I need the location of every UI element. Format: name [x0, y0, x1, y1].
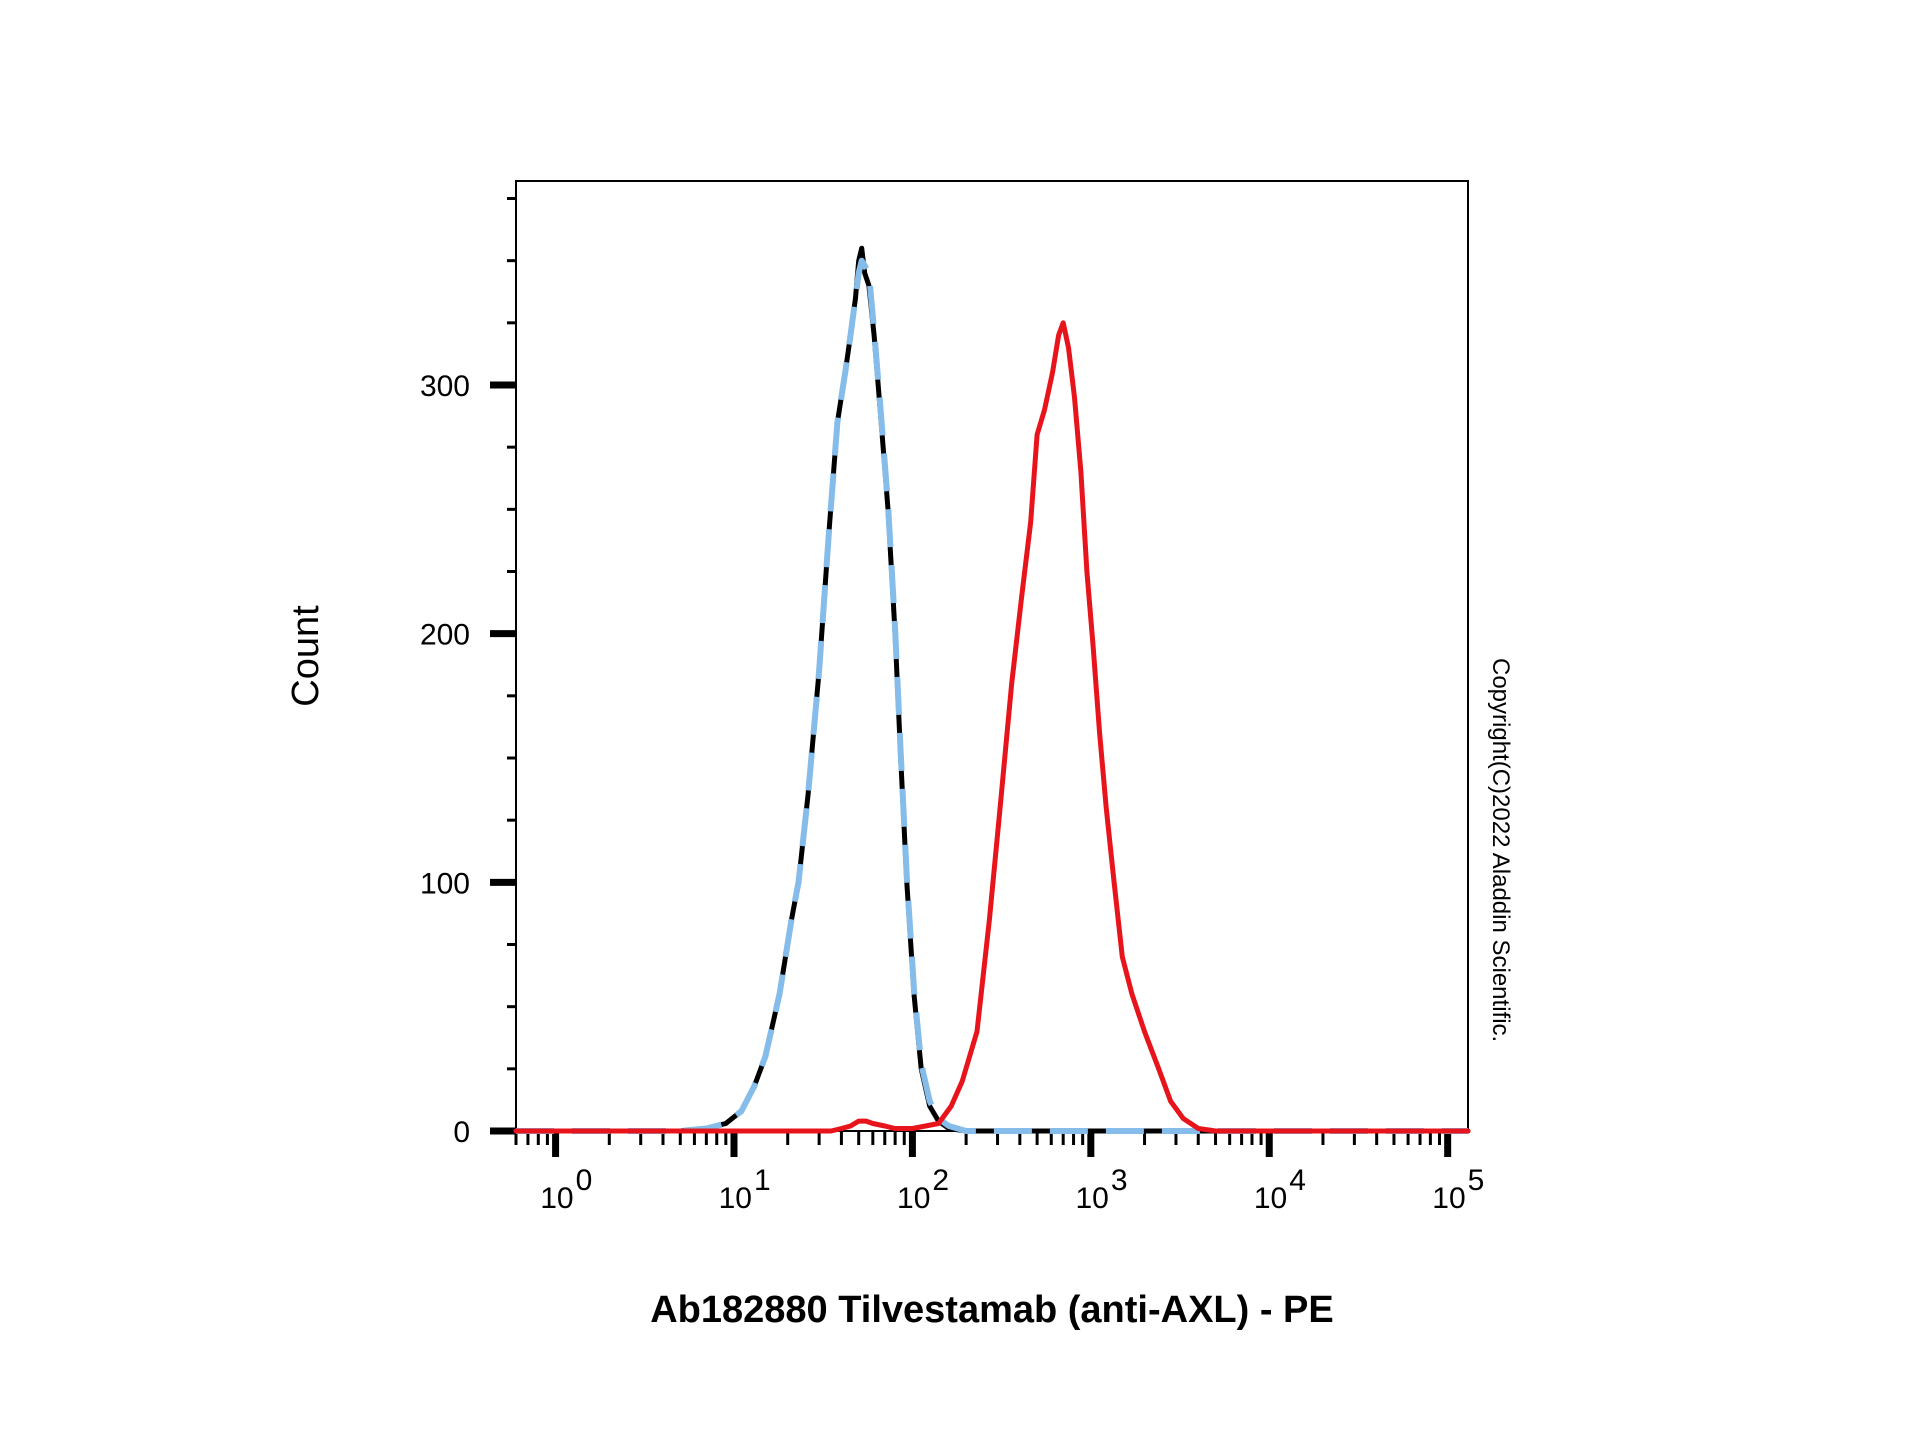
x-tick-label-base: 10 [1075, 1182, 1108, 1215]
y-axis-label: Count [285, 605, 327, 707]
x-tick-label-exponent: 0 [576, 1164, 593, 1197]
x-tick-label-exponent: 2 [932, 1164, 949, 1197]
y-tick-label: 100 [420, 867, 470, 900]
y-tick-label: 200 [420, 619, 470, 652]
y-tick-label: 0 [453, 1116, 470, 1149]
x-tick-label-base: 10 [540, 1182, 573, 1215]
plot-frame [515, 180, 1469, 1132]
y-axis: 0 100 200 300 [420, 370, 516, 1149]
x-axis-label: Ab182880 Tilvestamab (anti-AXL) - PE [650, 1289, 1334, 1331]
series-line [513, 320, 1471, 1134]
copyright-notice: Copyright(C)2022 Aladdin Scientific. [1487, 658, 1514, 1042]
series-group [513, 245, 1471, 1134]
x-tick-label-base: 10 [1432, 1182, 1465, 1215]
series-line [516, 257, 1468, 1134]
x-tick-label-base: 10 [897, 1182, 930, 1215]
x-tick-label-exponent: 4 [1289, 1164, 1306, 1197]
x-tick-label-exponent: 5 [1468, 1164, 1485, 1197]
y-tick-label: 300 [420, 370, 470, 403]
x-tick-label-exponent: 1 [754, 1164, 771, 1197]
x-tick-label-exponent: 3 [1111, 1164, 1128, 1197]
x-tick-label-base: 10 [719, 1182, 752, 1215]
y-minor-ticks [507, 197, 516, 1071]
x-tick-label-base: 10 [1254, 1182, 1287, 1215]
series-line [513, 245, 1471, 1134]
